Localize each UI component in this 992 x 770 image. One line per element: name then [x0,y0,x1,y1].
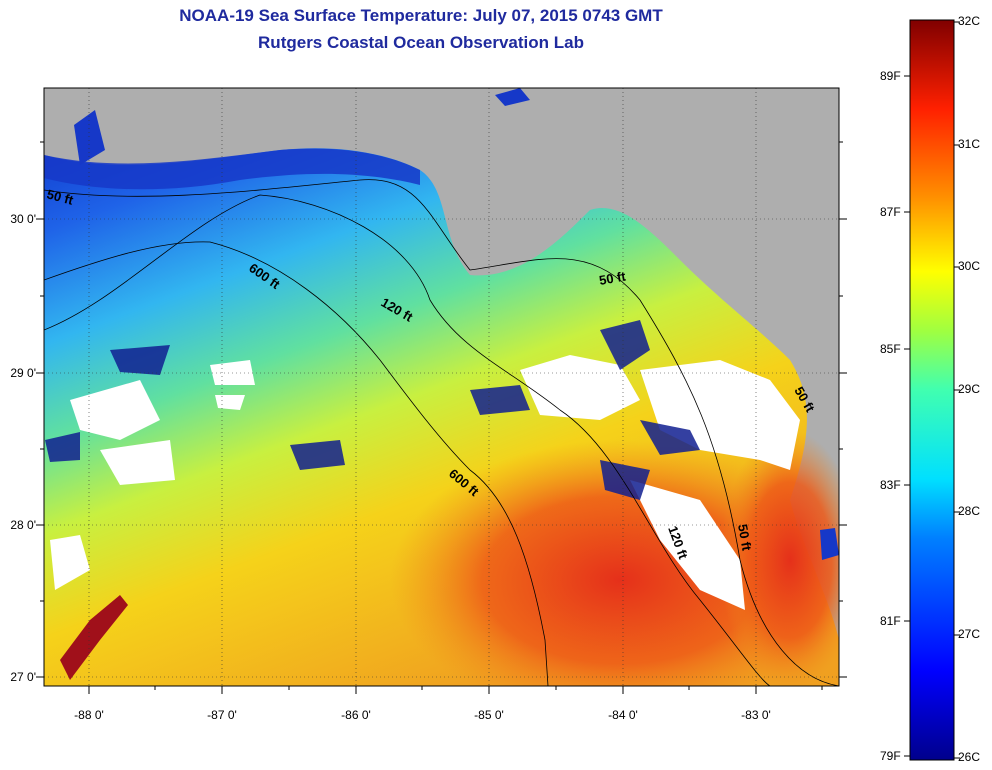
lon-label: -86 0' [341,708,371,722]
cloud-patch [100,440,175,485]
cold-patch [640,420,700,455]
map-frame [43,87,840,687]
map-subtitle: Rutgers Coastal Ocean Observation Lab [258,33,584,52]
axis-ticks [36,141,847,694]
cold-patch [290,440,345,470]
bay [74,110,105,165]
contour-label: 50 ft [45,186,75,208]
lat-label: 27 0' [10,670,36,684]
cloud-patch [215,395,245,410]
cloud-patch [630,480,745,610]
cold-coastal-band [44,148,420,190]
cloud-patch [210,360,255,385]
colorbar-fahrenheit-label: 79F [880,749,901,763]
colorbar-fahrenheit-label: 89F [880,69,901,83]
colorbar-fahrenheit-label: 83F [880,478,901,492]
cloud-patch [640,360,800,470]
lat-label: 28 0' [10,518,36,532]
colorbar-celsius-label: 29C [958,382,981,396]
colorbar-ticks [904,21,960,759]
lat-label: 29 0' [10,366,36,380]
gridlines [44,88,839,686]
cold-patch [600,320,650,370]
colorbar-celsius-label: 32C [958,14,981,28]
cloud-patch [520,355,640,420]
cloud-patch [70,380,160,440]
contour-600ft [44,241,549,686]
contour-50ft-west [44,179,839,686]
colorbar-fahrenheit-label: 85F [880,342,901,356]
lake [495,88,530,106]
warm-streak [60,595,128,680]
cold-patch [45,432,80,462]
contour-label: 50 ft [598,268,628,288]
warm-region-east [720,430,839,686]
contour-label: 50 ft [735,523,755,553]
cold-patch [470,385,530,415]
cold-patch [600,460,650,500]
lon-label: -87 0' [207,708,237,722]
lon-label: -84 0' [608,708,638,722]
colorbar-celsius-label: 30C [958,259,981,273]
lat-label: 30 0' [10,212,36,226]
warm-region [390,440,839,686]
lon-label: -83 0' [741,708,771,722]
colorbar-celsius-label: 26C [958,750,981,764]
cloud-patch [50,535,90,590]
lon-label: -85 0' [474,708,504,722]
colorbar-celsius-label: 28C [958,504,981,518]
colorbar-celsius-label: 27C [958,627,981,641]
colorbar [909,19,955,761]
colorbar-celsius-label: 31C [958,137,981,151]
lon-label: -88 0' [74,708,104,722]
colorbar-fahrenheit-label: 87F [880,205,901,219]
colorbar-fahrenheit-label: 81F [880,614,901,628]
contour-120ft [44,194,771,686]
cold-patch [110,345,170,375]
map-title: NOAA-19 Sea Surface Temperature: July 07… [179,6,663,25]
lake [820,528,839,560]
